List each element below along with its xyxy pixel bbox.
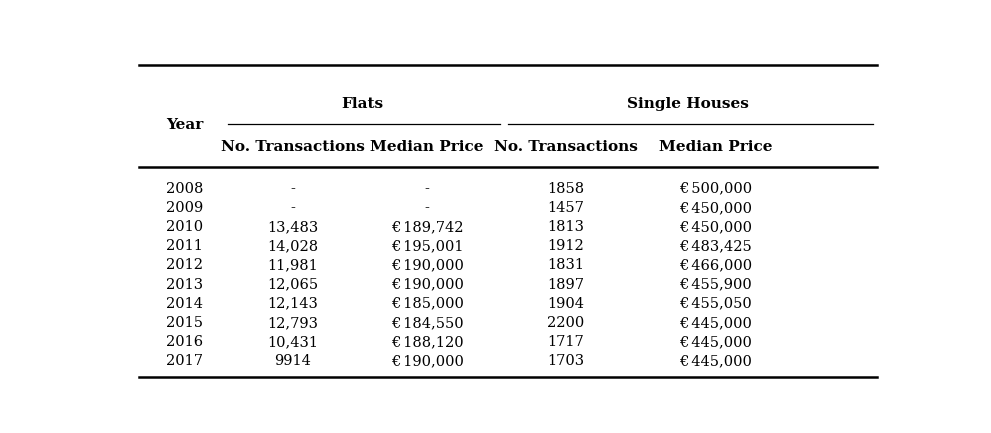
Text: € 190,000: € 190,000 <box>390 259 464 272</box>
Text: 12,793: 12,793 <box>268 316 318 330</box>
Text: 1703: 1703 <box>547 354 584 368</box>
Text: 11,981: 11,981 <box>268 259 318 272</box>
Text: -: - <box>290 201 295 215</box>
Text: 1717: 1717 <box>547 335 584 349</box>
Text: Median Price: Median Price <box>658 140 772 154</box>
Text: 2009: 2009 <box>166 201 203 215</box>
Text: Flats: Flats <box>341 97 384 111</box>
Text: No. Transactions: No. Transactions <box>221 140 365 154</box>
Text: 9914: 9914 <box>275 354 311 368</box>
Text: € 195,001: € 195,001 <box>391 239 464 253</box>
Text: 2011: 2011 <box>166 239 203 253</box>
Text: € 184,550: € 184,550 <box>390 316 464 330</box>
Text: 2016: 2016 <box>166 335 203 349</box>
Text: 10,431: 10,431 <box>268 335 318 349</box>
Text: 2200: 2200 <box>547 316 584 330</box>
Text: € 445,000: € 445,000 <box>679 316 752 330</box>
Text: Single Houses: Single Houses <box>627 97 749 111</box>
Text: -: - <box>425 182 430 196</box>
Text: € 450,000: € 450,000 <box>679 220 752 234</box>
Text: 1457: 1457 <box>547 201 584 215</box>
Text: € 500,000: € 500,000 <box>679 182 752 196</box>
Text: 2015: 2015 <box>166 316 203 330</box>
Text: 2017: 2017 <box>166 354 203 368</box>
Text: € 190,000: € 190,000 <box>390 278 464 291</box>
Text: 13,483: 13,483 <box>268 220 318 234</box>
Text: € 455,050: € 455,050 <box>679 297 751 311</box>
Text: 2014: 2014 <box>166 297 203 311</box>
Text: 2008: 2008 <box>166 182 203 196</box>
Text: € 189,742: € 189,742 <box>391 220 464 234</box>
Text: 1897: 1897 <box>547 278 584 291</box>
Text: 12,065: 12,065 <box>268 278 318 291</box>
Text: 1858: 1858 <box>547 182 584 196</box>
Text: 12,143: 12,143 <box>268 297 318 311</box>
Text: € 185,000: € 185,000 <box>390 297 464 311</box>
Text: -: - <box>290 182 295 196</box>
Text: € 190,000: € 190,000 <box>390 354 464 368</box>
Text: Median Price: Median Price <box>371 140 484 154</box>
Text: € 466,000: € 466,000 <box>679 259 752 272</box>
Text: € 445,000: € 445,000 <box>679 354 752 368</box>
Text: 1831: 1831 <box>547 259 584 272</box>
Text: 1912: 1912 <box>547 239 584 253</box>
Text: No. Transactions: No. Transactions <box>494 140 637 154</box>
Text: 1813: 1813 <box>547 220 584 234</box>
Text: Year: Year <box>166 118 203 132</box>
Text: € 450,000: € 450,000 <box>679 201 752 215</box>
Text: 2012: 2012 <box>166 259 203 272</box>
Text: € 483,425: € 483,425 <box>679 239 751 253</box>
Text: 2013: 2013 <box>166 278 203 291</box>
Text: € 445,000: € 445,000 <box>679 335 752 349</box>
Text: € 455,900: € 455,900 <box>679 278 751 291</box>
Text: 2010: 2010 <box>166 220 203 234</box>
Text: € 188,120: € 188,120 <box>390 335 464 349</box>
Text: -: - <box>425 201 430 215</box>
Text: 14,028: 14,028 <box>268 239 318 253</box>
Text: 1904: 1904 <box>547 297 584 311</box>
